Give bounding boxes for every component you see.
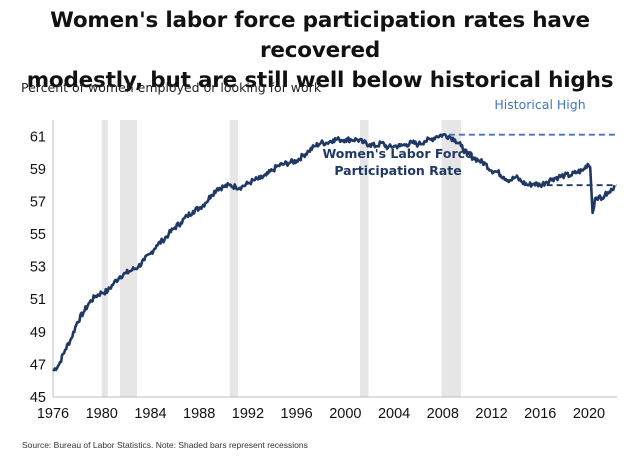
x-tick-labels: 1976 1980 1984 1988 1992 1996 2000 2004 2008 2012… <box>37 406 605 422</box>
x-tick-label: 1996 <box>280 406 312 422</box>
series-annotation-line-2: Participation Rate <box>334 163 461 178</box>
y-tick-label: 59 <box>30 162 46 178</box>
x-tick-label: 2020 <box>573 406 605 422</box>
x-tick-label: 1980 <box>86 406 118 422</box>
x-tick-label: 1988 <box>183 406 215 422</box>
series-annotation-line-1: Women's Labor Force <box>322 146 473 161</box>
x-tick-label: 1976 <box>37 406 69 422</box>
y-tick-label: 49 <box>30 325 46 341</box>
recession-bar <box>359 120 369 397</box>
y-tick-labels: 45 47 49 51 53 55 57 59 61 <box>30 129 46 406</box>
recession-bar <box>441 120 462 397</box>
y-tick-label: 45 <box>30 390 46 406</box>
x-tick-label: 1984 <box>134 406 166 422</box>
y-tick-label: 57 <box>30 194 46 210</box>
x-tick-label: 2012 <box>475 406 507 422</box>
recession-bar <box>229 120 239 397</box>
recession-bar <box>119 120 138 397</box>
y-tick-label: 61 <box>30 129 46 145</box>
y-tick-label: 47 <box>30 357 46 373</box>
y-tick-label: 53 <box>30 260 46 276</box>
recession-bar <box>101 120 108 397</box>
reference-lines <box>448 133 617 187</box>
source-note: Source: Bureau of Labor Statistics. Note… <box>22 440 308 450</box>
y-axis-label: Percent of women employed or looking for… <box>21 80 322 95</box>
chart-title: Women's labor force participation rates … <box>0 6 640 96</box>
y-tick-label: 55 <box>30 227 46 243</box>
title-line-1: Women's labor force participation rates … <box>50 8 590 63</box>
y-tick-label: 51 <box>30 292 46 308</box>
series-line-womens-lfpr <box>52 133 616 372</box>
title-line-2: modestly, but are still well below histo… <box>26 68 614 93</box>
historical-high-label: Historical High <box>494 97 585 112</box>
x-tick-label: 1992 <box>232 406 264 422</box>
x-tick-label: 2000 <box>329 406 361 422</box>
recession-bars <box>101 120 462 397</box>
x-tick-label: 2004 <box>378 406 410 422</box>
x-tick-label: 2016 <box>524 406 556 422</box>
x-tick-label: 2008 <box>427 406 459 422</box>
